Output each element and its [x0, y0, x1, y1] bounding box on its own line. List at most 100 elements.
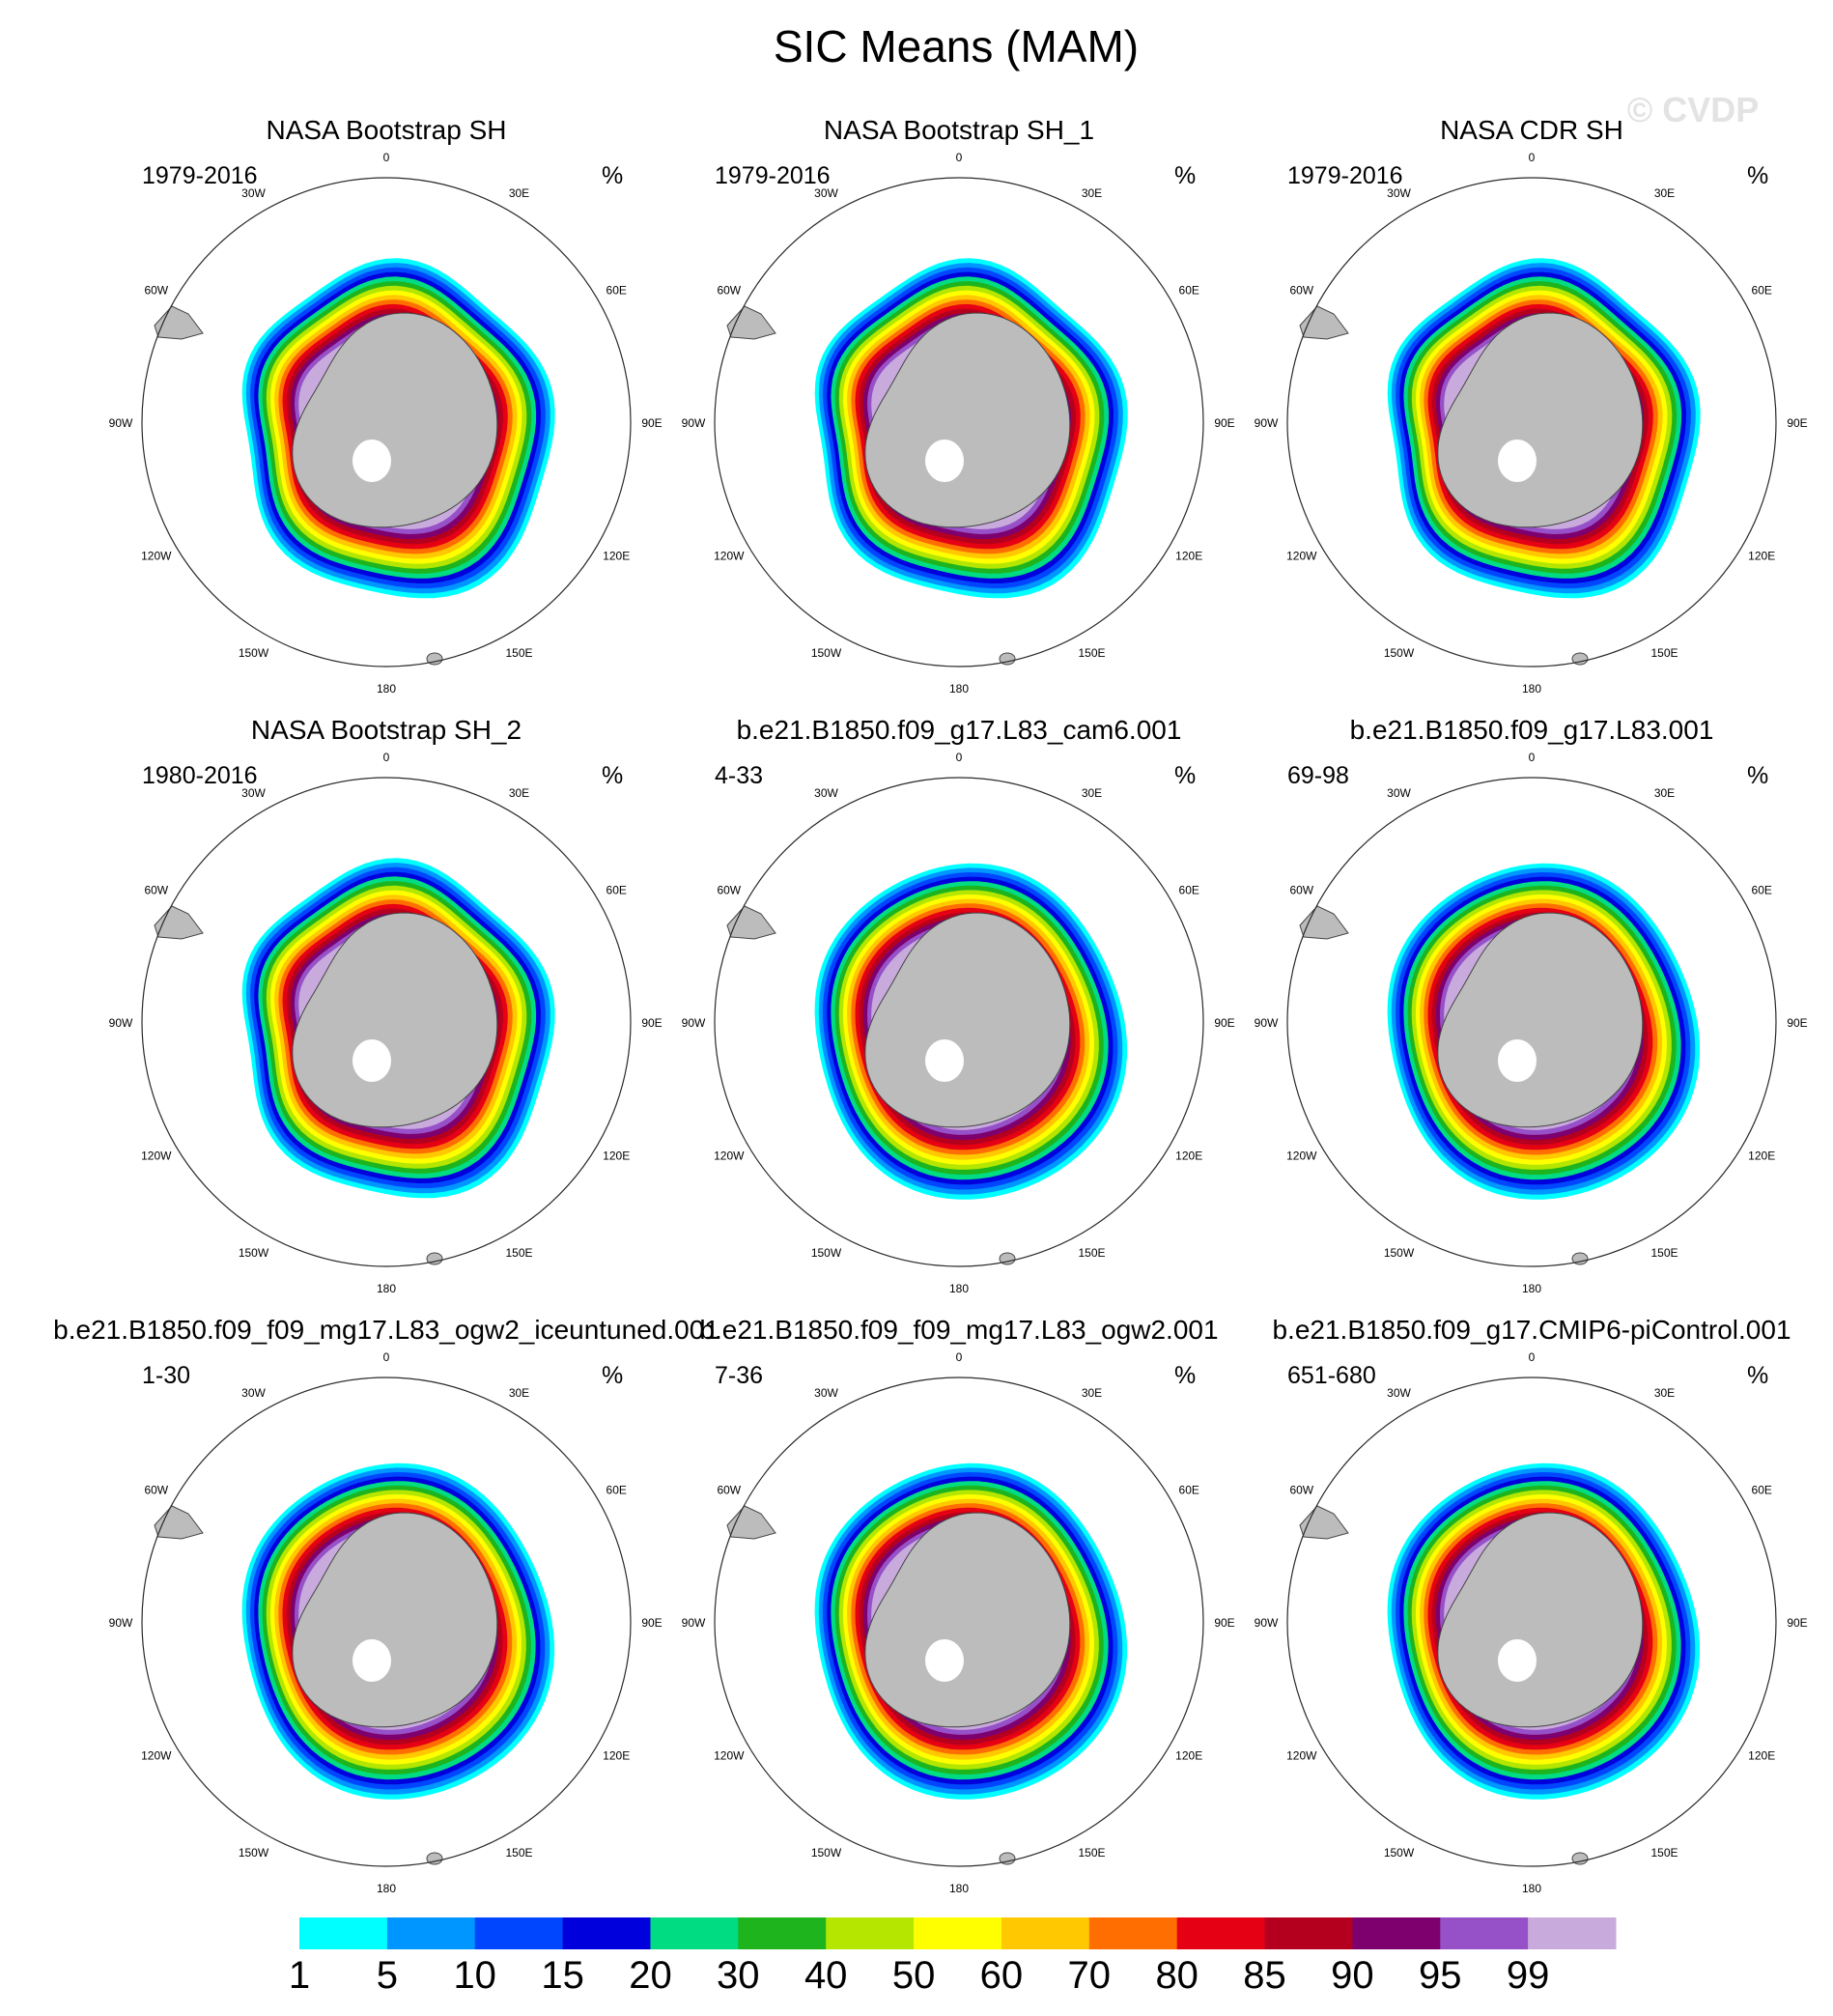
lon-label: 60W [1289, 884, 1313, 897]
south-america-land [154, 905, 204, 940]
lon-label: 60E [1752, 1484, 1772, 1497]
lon-label: 120E [603, 1749, 630, 1763]
colorbar-swatch [299, 1917, 388, 1949]
map-boundary [1286, 777, 1777, 1267]
lon-label: 120E [1748, 1150, 1775, 1163]
lon-label: 30W [1387, 186, 1411, 200]
lon-label: 150E [1650, 1846, 1678, 1860]
colorbar-swatch [738, 1917, 827, 1949]
lon-label: 30W [1387, 1386, 1411, 1400]
lon-label: 60E [1179, 284, 1199, 298]
panel-title: NASA Bootstrap SH [266, 115, 506, 145]
lon-label: 60W [1289, 284, 1313, 298]
island-land [1571, 1852, 1589, 1865]
panel-period: 69-98 [1287, 762, 1349, 789]
south-america-land [1299, 305, 1349, 340]
lon-label: 30W [814, 786, 838, 800]
lon-label: 150W [811, 646, 842, 660]
antarctica-land [864, 1512, 1071, 1728]
ice-shelf [925, 1639, 964, 1682]
lon-label: 90W [109, 416, 133, 430]
colorbar-swatch [914, 1917, 1002, 1949]
lon-label: 120W [1286, 550, 1317, 563]
map-boundary [141, 777, 632, 1267]
panel-title: b.e21.B1850.f09_f09_mg17.L83_ogw2.001 [699, 1315, 1218, 1345]
lon-label: 30W [241, 1386, 266, 1400]
panel-units: % [1174, 162, 1196, 189]
lon-label: 0 [956, 751, 963, 764]
ice-shelf [1498, 1639, 1537, 1682]
lon-label: 90E [641, 1016, 662, 1030]
map-panel: b.e21.B1850.f09_f09_mg17.L83_ogw2.001 7-3… [682, 1315, 1235, 1895]
lon-label: 90W [109, 1016, 133, 1030]
island-land [426, 1852, 443, 1865]
lon-label: 0 [1529, 751, 1536, 764]
map-boundary [1286, 1377, 1777, 1867]
south-america-land [1299, 1505, 1349, 1540]
lon-label: 60W [144, 1484, 168, 1497]
lon-label: 30E [1082, 186, 1102, 200]
lon-label: 60E [1752, 884, 1772, 897]
colorbar-swatch [1176, 1917, 1266, 1949]
colorbar-label: 50 [892, 1954, 936, 1997]
island-land [1571, 652, 1589, 666]
lon-label: 60W [144, 884, 168, 897]
panel-period: 7-36 [715, 1362, 763, 1389]
colorbar-swatch [1001, 1917, 1090, 1949]
lon-label: 30W [241, 786, 266, 800]
lon-label: 90E [1787, 1616, 1807, 1630]
lon-label: 180 [377, 1282, 396, 1295]
lon-label: 180 [377, 1882, 396, 1895]
map-panel: NASA Bootstrap SH 1979-2016 % 0 30E 60E 90E 120… [109, 115, 663, 696]
lon-label: 150E [1078, 646, 1105, 660]
lon-label: 90W [1255, 1616, 1279, 1630]
panel-title: b.e21.B1850.f09_f09_mg17.L83_ogw2_iceunt… [53, 1315, 719, 1345]
ice-shelf [925, 440, 964, 482]
panel-title: NASA Bootstrap SH_1 [824, 115, 1094, 145]
lon-label: 0 [956, 1350, 963, 1364]
map-panel: b.e21.B1850.f09_f09_mg17.L83_ogw2_iceunt… [53, 1315, 719, 1895]
lon-label: 60W [717, 884, 741, 897]
map-boundary [1286, 177, 1777, 667]
lon-label: 180 [949, 1882, 969, 1895]
panel-period: 1979-2016 [715, 162, 831, 189]
lon-label: 180 [1522, 1282, 1541, 1295]
island-land [426, 652, 443, 666]
lon-label: 120E [603, 550, 630, 563]
lon-label: 120W [141, 1749, 172, 1763]
lon-label: 150E [1078, 1246, 1105, 1260]
lon-label: 0 [1529, 151, 1536, 164]
lon-label: 120E [1748, 550, 1775, 563]
panel-title: NASA Bootstrap SH_2 [251, 715, 522, 745]
figure-title: SIC Means (MAM) [774, 21, 1139, 71]
lon-label: 90W [682, 1616, 706, 1630]
ice-shelf [352, 440, 391, 482]
antarctica-land [292, 312, 498, 528]
map-panel: NASA Bootstrap SH_1 1979-2016 % 0 30E 60E 90E 1… [682, 115, 1235, 696]
lon-label: 30W [814, 186, 838, 200]
south-america-land [1299, 905, 1349, 940]
panel-units: % [1747, 162, 1768, 189]
lon-label: 30E [509, 1386, 529, 1400]
panel-period: 1979-2016 [1287, 162, 1403, 189]
lon-label: 60E [1752, 284, 1772, 298]
lon-label: 150E [505, 646, 532, 660]
panel-units: % [1174, 762, 1196, 789]
south-america-land [726, 305, 776, 340]
watermark: © CVDP [1627, 90, 1760, 129]
lon-label: 30E [1082, 1386, 1102, 1400]
panels-group: NASA Bootstrap SH 1979-2016 % 0 30E 60E 90E 120… [53, 115, 1808, 1895]
south-america-land [726, 905, 776, 940]
lon-label: 60W [144, 284, 168, 298]
colorbar-label: 90 [1331, 1954, 1374, 1997]
lon-label: 120W [141, 550, 172, 563]
lon-label: 150E [1650, 1246, 1678, 1260]
colorbar-swatch [1264, 1917, 1353, 1949]
lon-label: 60E [606, 884, 627, 897]
antarctica-land [1437, 312, 1644, 528]
panel-units: % [1174, 1362, 1196, 1389]
panel-units: % [1747, 1362, 1768, 1389]
lon-label: 90W [109, 1616, 133, 1630]
lon-label: 120E [1748, 1749, 1775, 1763]
